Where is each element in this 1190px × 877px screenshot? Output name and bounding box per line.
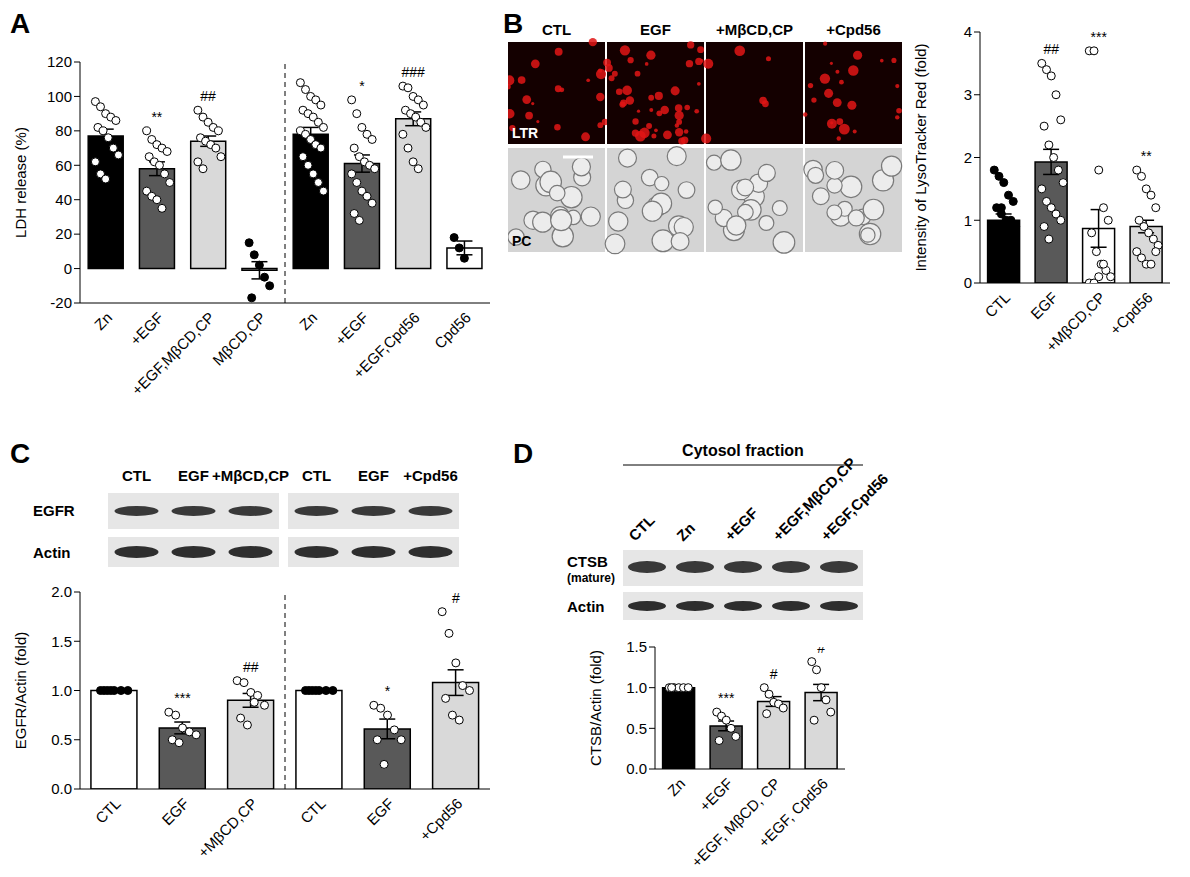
svg-text:100: 100 [47,88,72,105]
svg-text:1: 1 [964,212,972,229]
svg-text:+MβCD,CP: +MβCD,CP [212,467,289,484]
svg-text:+EGF, MβCD, CP: +EGF, MβCD, CP [688,775,784,869]
svg-text:***: *** [174,690,191,706]
svg-text:Actin: Actin [33,544,71,561]
svg-text:+Cpd56: +Cpd56 [1106,289,1155,338]
svg-text:CTL: CTL [981,289,1013,321]
svg-text:EGF: EGF [363,795,397,829]
svg-text:+MβCD,CP: +MβCD,CP [716,21,793,38]
svg-text:Cytosol fraction: Cytosol fraction [682,442,804,459]
svg-text:Zn: Zn [91,309,115,333]
svg-text:**: ** [151,109,162,125]
svg-text:+EGF: +EGF [721,504,761,544]
svg-text:Zn: Zn [664,775,688,799]
svg-text:+EGF, Cpd56: +EGF, Cpd56 [755,775,831,851]
svg-text:20: 20 [55,225,72,242]
svg-text:60: 60 [55,157,72,174]
svg-text:Zn: Zn [296,309,320,333]
html-text:B: B [503,8,524,39]
svg-text:+MβCD,CP: +MβCD,CP [1042,289,1108,355]
svg-text:EGF: EGF [358,467,389,484]
svg-text:CTL: CTL [625,511,658,544]
svg-text:+EGF,Cpd56: +EGF,Cpd56 [817,470,891,544]
svg-text:PC: PC [512,233,531,249]
svg-text:0.0: 0.0 [626,760,647,777]
svg-text:(mature): (mature) [567,571,615,585]
svg-text:CTL: CTL [302,467,331,484]
svg-text:1.5: 1.5 [51,633,72,650]
svg-text:EGFR: EGFR [33,502,75,519]
svg-text:+EGF,MβCD,CP: +EGF,MβCD,CP [769,454,859,544]
svg-text:0: 0 [64,260,72,277]
svg-text:##: ## [243,659,259,675]
svg-text:120: 120 [47,53,72,70]
html-text:C: C [10,438,31,469]
svg-text:+EGF,MβCD,CP: +EGF,MβCD,CP [128,309,218,398]
svg-text:+EGF: +EGF [696,775,736,815]
svg-text:4: 4 [964,23,972,40]
svg-text:EGF: EGF [1027,289,1061,323]
svg-text:Actin: Actin [567,598,605,615]
svg-text:MβCD,CP: MβCD,CP [209,309,269,369]
svg-text:-20: -20 [50,294,72,311]
svg-text:0.0: 0.0 [51,780,72,797]
svg-text:+Cpd56: +Cpd56 [416,795,465,844]
svg-text:CTL: CTL [542,21,571,38]
svg-text:+Cpd56: +Cpd56 [826,21,881,38]
svg-text:Intensity of LysoTracker Red (: Intensity of LysoTracker Red (fold) [912,43,929,271]
svg-text:**: ** [1141,148,1152,164]
svg-text:Zn: Zn [673,519,698,544]
svg-text:##: ## [1043,41,1059,57]
svg-text:#: # [452,592,460,606]
svg-text:CTSB: CTSB [567,553,608,570]
svg-text:+EGF: +EGF [126,309,166,349]
svg-text:###: ### [401,64,425,80]
html-text:A: A [10,8,31,39]
svg-text:CTL: CTL [122,467,151,484]
svg-text:1.5: 1.5 [626,638,647,655]
svg-text:2: 2 [964,149,972,166]
svg-text:3: 3 [964,86,972,103]
svg-text:40: 40 [55,191,72,208]
svg-text:*: * [385,683,391,699]
svg-text:+Cpd56: +Cpd56 [403,467,458,484]
svg-text:CTL: CTL [92,795,124,827]
svg-text:+EGF: +EGF [331,309,371,349]
svg-text:***: *** [1091,32,1108,45]
svg-text:0.5: 0.5 [51,731,72,748]
svg-text:CTL: CTL [297,795,329,827]
svg-text:EGFR/Actin (fold): EGFR/Actin (fold) [12,632,29,750]
svg-text:+EGF,Cpd56: +EGF,Cpd56 [350,309,423,382]
svg-text:80: 80 [55,122,72,139]
svg-text:LDH release (%): LDH release (%) [12,127,29,238]
svg-text:#: # [817,647,825,656]
svg-text:EGF: EGF [640,21,671,38]
svg-text:1.0: 1.0 [626,679,647,696]
svg-text:***: *** [718,690,735,706]
svg-text:LTR: LTR [512,125,538,141]
svg-text:2.0: 2.0 [51,583,72,600]
svg-text:0.5: 0.5 [626,720,647,737]
svg-text:#: # [770,666,778,682]
svg-text:0: 0 [964,274,972,291]
svg-text:+MβCD,CP: +MβCD,CP [194,795,260,861]
svg-text:EGF: EGF [178,467,209,484]
svg-text:EGF: EGF [158,795,192,829]
svg-text:CTSB/Actin (fold): CTSB/Actin (fold) [587,650,604,766]
svg-text:1.0: 1.0 [51,682,72,699]
svg-text:*: * [359,78,365,94]
svg-text:Cpd56: Cpd56 [431,309,474,352]
html-text:D: D [513,438,534,469]
svg-text:##: ## [200,88,216,104]
